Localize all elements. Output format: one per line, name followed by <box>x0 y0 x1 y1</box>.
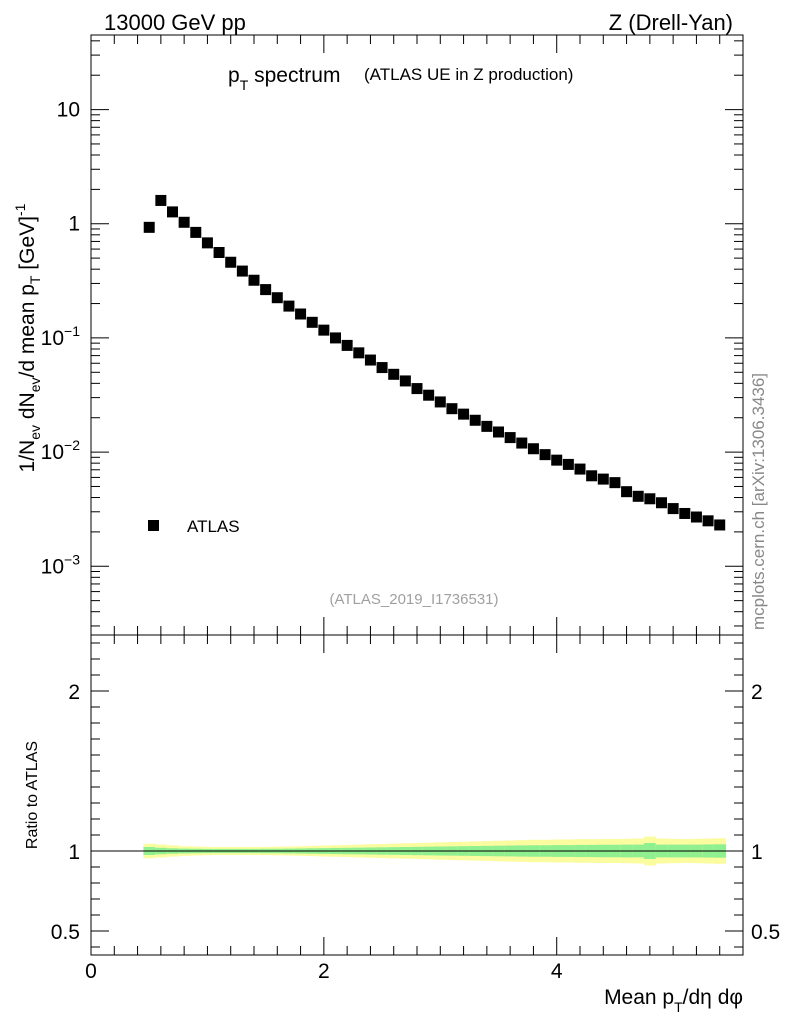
main-plot-frame <box>90 34 744 636</box>
ratio-y-axis-label: Ratio to ATLAS <box>24 741 41 849</box>
analysis-watermark: (ATLAS_2019_I1736531) <box>329 591 498 608</box>
ratio-y-tick-label-left: 2 <box>68 681 80 704</box>
data-point <box>190 226 202 238</box>
plot-title: pT spectrum <box>228 64 340 93</box>
data-point <box>493 426 504 438</box>
header-right-label: Z (Drell-Yan) <box>609 10 733 35</box>
x-axis-label: Mean pT/dη dφ <box>604 986 743 1015</box>
data-point <box>458 408 470 420</box>
data-point <box>516 437 528 449</box>
data-point <box>469 414 481 426</box>
data-point <box>411 383 423 395</box>
y-tick-label: 1 <box>68 213 80 236</box>
main-y-axis-label: 1/Nev dNev/d mean pT [GeV]-1 <box>12 203 43 472</box>
side-credit-label: mcplots.cern.ch [arXiv:1306.3436] <box>749 373 768 630</box>
x-tick-label: 4 <box>551 960 563 983</box>
data-point <box>260 284 272 296</box>
data-point <box>609 477 621 489</box>
legend-label-atlas: ATLAS <box>187 517 240 536</box>
data-point <box>714 519 726 531</box>
data-point <box>446 403 458 415</box>
data-point <box>597 473 609 485</box>
y-tick-label-base: 10 <box>41 441 64 464</box>
data-point <box>306 316 318 328</box>
data-point <box>562 458 574 470</box>
y-tick-label-exponent: −1 <box>64 323 80 339</box>
y-tick-label: 10−2 <box>41 437 81 464</box>
data-point <box>399 375 411 387</box>
data-point <box>388 368 400 380</box>
data-point <box>225 256 237 268</box>
ratio-y-tick-label-right: 2 <box>751 681 763 704</box>
data-point <box>318 324 330 336</box>
data-point <box>551 454 563 466</box>
plot-title-subscript: T <box>240 77 249 93</box>
x-tick-labels: 0 2 4 <box>85 960 563 983</box>
data-point <box>295 308 307 320</box>
data-point <box>364 354 376 366</box>
data-point <box>283 300 295 312</box>
data-point <box>539 449 551 461</box>
data-point <box>679 507 691 519</box>
data-point <box>330 332 341 344</box>
data-point <box>481 420 493 432</box>
y-tick-label-exponent: −3 <box>64 551 80 567</box>
data-point <box>248 274 260 286</box>
y-tick-label-base: 10 <box>41 327 64 350</box>
atlas-data-markers <box>143 194 726 531</box>
header-left-label: 13000 GeV pp <box>104 10 246 35</box>
legend: ATLAS <box>148 517 240 536</box>
data-point <box>155 194 167 206</box>
data-point <box>632 490 644 502</box>
data-point <box>376 362 388 374</box>
y-tick-label: 10−3 <box>41 551 81 578</box>
data-point <box>504 432 516 444</box>
data-point <box>621 486 633 498</box>
data-point <box>690 511 702 523</box>
ratio-y-tick-labels: 0.5 0.5 1 1 2 2 <box>51 681 780 944</box>
plot-title-rest: spectrum <box>248 64 340 87</box>
ratio-panel: 0.5 0.5 1 1 2 2 0 2 4 Ratio to ATLAS Mean pT/dη… <box>24 634 780 1015</box>
data-point <box>341 339 353 351</box>
data-point <box>702 515 714 527</box>
data-point <box>574 463 586 475</box>
y-tick-label-base: 10 <box>41 555 64 578</box>
y-tick-label: 10−1 <box>41 323 81 350</box>
x-tick-label: 2 <box>318 960 330 983</box>
y-tick-label: 10 <box>57 99 80 122</box>
data-point <box>423 389 435 401</box>
data-point <box>644 493 656 505</box>
ratio-axis-ticks <box>90 635 744 955</box>
data-point <box>143 221 155 233</box>
x-tick-label: 0 <box>85 960 97 983</box>
data-point <box>213 246 225 258</box>
data-point <box>527 443 539 455</box>
data-point <box>586 470 598 482</box>
data-point <box>353 347 365 359</box>
plot-title-p: p <box>228 64 240 87</box>
data-point <box>201 237 213 249</box>
y-tick-label-base: 10 <box>57 99 80 122</box>
data-point <box>656 497 667 509</box>
y-tick-label-exponent: −2 <box>64 437 80 453</box>
data-point <box>434 396 446 408</box>
ratio-y-tick-label-left: 0.5 <box>51 921 80 944</box>
ratio-y-tick-label-left: 1 <box>68 841 80 864</box>
ratio-y-tick-label-right: 0.5 <box>751 921 780 944</box>
ratio-y-tick-label-right: 1 <box>751 841 763 864</box>
data-point <box>271 292 283 304</box>
y-tick-label-base: 1 <box>68 213 80 236</box>
plot-subtitle: (ATLAS UE in Z production) <box>364 65 573 84</box>
ratio-plot-frame <box>90 634 744 956</box>
data-point <box>167 206 178 218</box>
main-axis-ticks <box>90 35 744 635</box>
data-point <box>178 216 190 228</box>
data-point <box>236 265 248 277</box>
legend-marker-atlas <box>148 520 159 531</box>
data-point <box>667 503 679 515</box>
